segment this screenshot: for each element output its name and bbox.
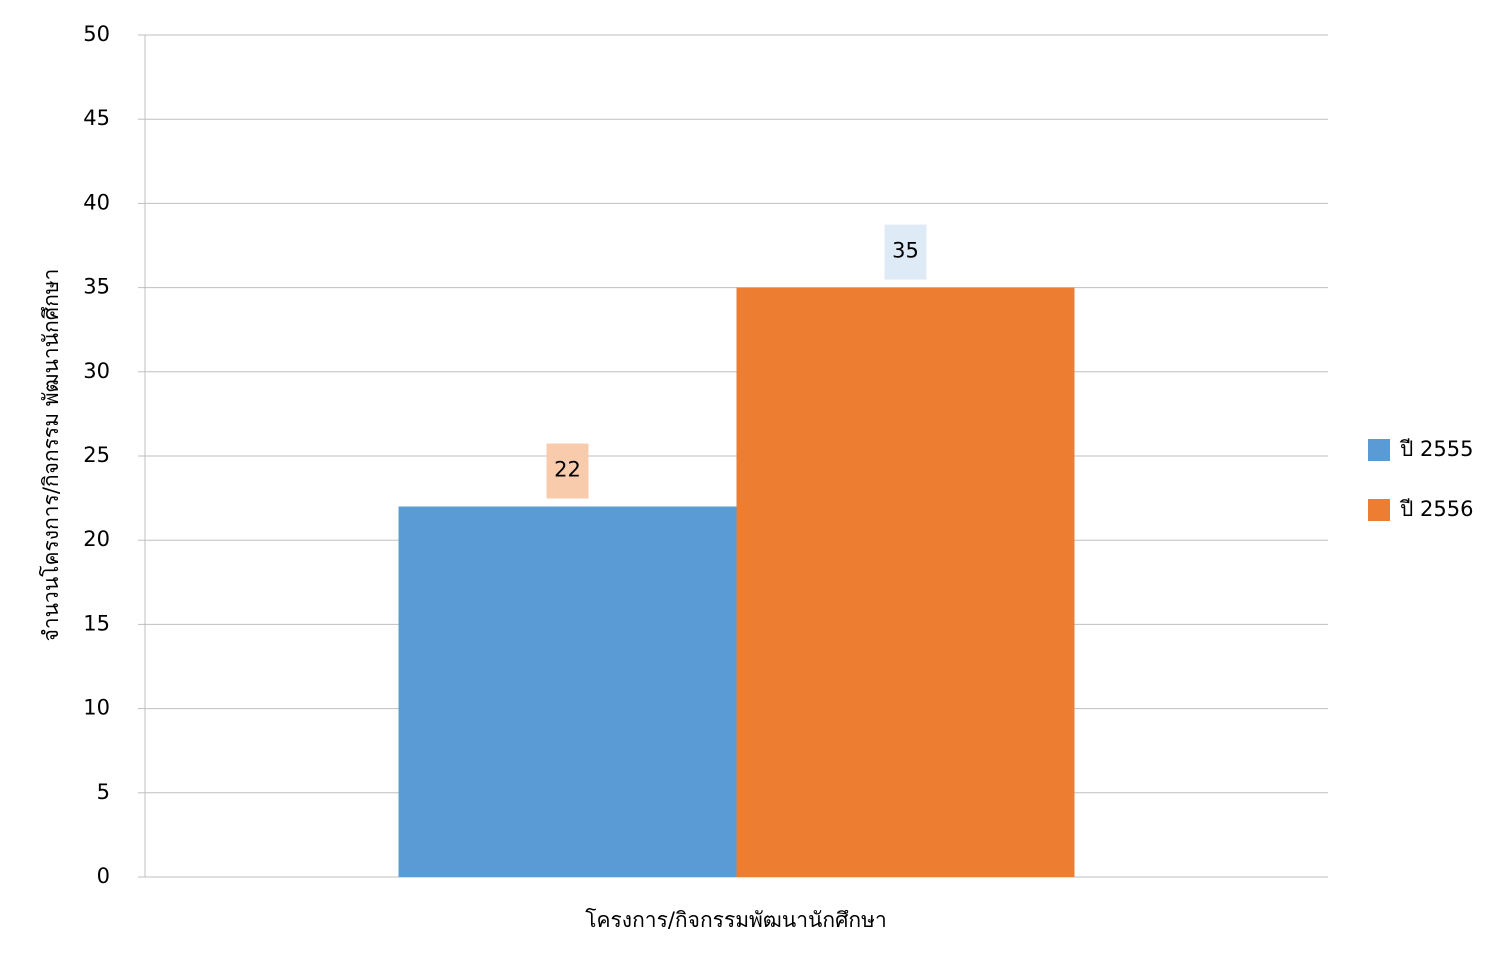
- y-tick-label: 35: [83, 275, 110, 299]
- legend-label: ปี 2556: [1399, 497, 1473, 521]
- y-tick-label: 45: [83, 106, 110, 130]
- y-tick-label: 10: [83, 696, 110, 720]
- y-axis-title: จำนวนโครงการ/กิจกรรม พัฒนานักศึกษา: [39, 269, 63, 642]
- legend-label: ปี 2555: [1399, 437, 1473, 461]
- data-label-box: [884, 224, 927, 280]
- y-tick-label: 5: [97, 780, 110, 804]
- legend-swatch: [1368, 439, 1390, 461]
- y-tick-label: 25: [83, 443, 110, 467]
- legend-swatch: [1368, 499, 1390, 521]
- y-tick-label: 20: [83, 527, 110, 551]
- bar: [398, 506, 737, 877]
- y-tick-label: 40: [83, 190, 110, 214]
- y-tick-label: 15: [83, 611, 110, 635]
- y-tick-label: 30: [83, 359, 110, 383]
- y-tick-label: 50: [83, 22, 110, 46]
- data-label: 22: [554, 458, 581, 482]
- data-label: 35: [892, 239, 919, 263]
- x-axis-title: โครงการ/กิจกรรมพัฒนานักศึกษา: [585, 908, 887, 932]
- bar: [736, 287, 1075, 878]
- y-tick-label: 0: [97, 864, 110, 888]
- data-label-box: [546, 443, 589, 499]
